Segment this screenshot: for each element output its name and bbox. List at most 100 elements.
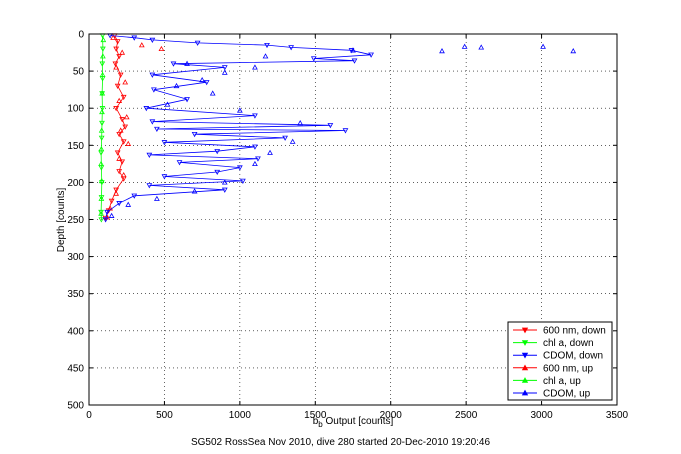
y-tick-label: 450 bbox=[67, 363, 84, 374]
data-point bbox=[267, 149, 273, 155]
y-ticks: 0 50 100 150 200 250 300 350 400 450 500 bbox=[67, 30, 617, 412]
data-point bbox=[108, 198, 115, 204]
series-0 bbox=[102, 33, 129, 222]
data-point bbox=[125, 140, 132, 146]
y-tick-label: 100 bbox=[67, 104, 84, 115]
series-line bbox=[105, 35, 126, 219]
data-point bbox=[239, 178, 246, 184]
data-point bbox=[203, 80, 210, 86]
data-point bbox=[116, 169, 123, 175]
data-point bbox=[113, 46, 120, 52]
legend-label: chl a, up bbox=[543, 376, 581, 387]
data-point bbox=[199, 76, 206, 83]
legend-label: 600 nm, down bbox=[543, 326, 606, 337]
data-point bbox=[209, 90, 216, 96]
data-point bbox=[131, 35, 138, 41]
data-point bbox=[113, 106, 120, 112]
data-point bbox=[176, 160, 183, 166]
y-axis-label: Depth [counts] bbox=[56, 188, 67, 253]
data-point bbox=[98, 180, 105, 186]
legend-marker bbox=[521, 352, 529, 359]
data-point bbox=[146, 183, 153, 189]
data-point bbox=[478, 44, 485, 50]
data-point bbox=[113, 187, 120, 193]
data-point bbox=[122, 79, 129, 85]
data-point bbox=[154, 195, 160, 201]
data-point bbox=[98, 135, 105, 141]
data-point bbox=[116, 132, 123, 138]
y-tick-label: 50 bbox=[73, 67, 85, 78]
data-point bbox=[348, 48, 355, 54]
data-point bbox=[194, 40, 201, 46]
legend-marker bbox=[521, 377, 529, 383]
data-point bbox=[184, 60, 190, 66]
data-point bbox=[214, 149, 221, 155]
data-point bbox=[289, 138, 296, 144]
data-point bbox=[104, 209, 110, 216]
data-point bbox=[114, 83, 121, 89]
y-tick-label: 500 bbox=[67, 401, 84, 412]
data-point bbox=[282, 135, 288, 141]
data-point bbox=[98, 209, 104, 216]
data-point bbox=[150, 87, 157, 93]
data-point bbox=[252, 144, 258, 150]
series-5 bbox=[108, 43, 577, 218]
data-point bbox=[98, 217, 105, 223]
data-point bbox=[252, 64, 258, 70]
data-point bbox=[191, 132, 198, 138]
data-point bbox=[120, 176, 127, 182]
data-point bbox=[119, 49, 126, 55]
data-point bbox=[131, 193, 138, 199]
y-tick-label: 350 bbox=[67, 289, 84, 300]
data-point bbox=[161, 174, 168, 180]
data-point bbox=[116, 97, 123, 103]
data-point bbox=[297, 120, 304, 126]
data-point bbox=[119, 159, 126, 165]
data-point bbox=[221, 65, 228, 71]
data-point bbox=[221, 69, 228, 75]
data-point bbox=[154, 126, 160, 132]
x-tick-label: 1000 bbox=[229, 410, 252, 421]
data-point bbox=[149, 119, 156, 125]
legend-marker bbox=[521, 327, 529, 334]
x-ticks: 0 500 1000 1500 2000 2500 3000 3500 bbox=[86, 34, 629, 421]
data-point bbox=[116, 54, 123, 60]
data-point bbox=[116, 201, 123, 207]
data-point bbox=[164, 101, 171, 107]
data-point bbox=[439, 48, 445, 54]
data-point bbox=[98, 150, 104, 156]
data-point bbox=[99, 76, 106, 82]
data-point bbox=[99, 46, 106, 52]
legend-label: 600 nm, up bbox=[543, 363, 593, 374]
data-point bbox=[184, 97, 190, 103]
data-point bbox=[170, 61, 177, 67]
data-point bbox=[149, 72, 156, 78]
data-point bbox=[158, 45, 165, 51]
legend-label: CDOM, up bbox=[543, 389, 591, 400]
data-point bbox=[120, 94, 127, 101]
y-tick-label: 150 bbox=[67, 141, 84, 152]
data-point bbox=[342, 128, 349, 134]
data-point bbox=[125, 201, 132, 207]
y-tick-label: 300 bbox=[67, 252, 84, 263]
x-tick-label: 3000 bbox=[530, 410, 553, 421]
y-tick-label: 400 bbox=[67, 326, 84, 337]
x-tick-label: 3500 bbox=[606, 410, 629, 421]
data-point bbox=[191, 188, 198, 194]
data-point bbox=[221, 179, 228, 185]
data-point bbox=[138, 42, 145, 48]
data-point bbox=[461, 43, 468, 49]
data-point bbox=[161, 140, 168, 146]
x-tick-label: 500 bbox=[156, 410, 173, 421]
series-layer bbox=[98, 33, 577, 223]
data-point bbox=[350, 47, 356, 53]
data-point bbox=[99, 91, 106, 97]
data-point bbox=[214, 169, 221, 176]
data-point bbox=[112, 61, 119, 67]
x-tick-label: 2000 bbox=[380, 410, 403, 421]
data-point bbox=[288, 45, 295, 51]
data-point bbox=[105, 208, 112, 214]
data-point bbox=[264, 42, 270, 49]
data-point bbox=[99, 106, 106, 112]
y-tick-label: 0 bbox=[78, 30, 84, 41]
